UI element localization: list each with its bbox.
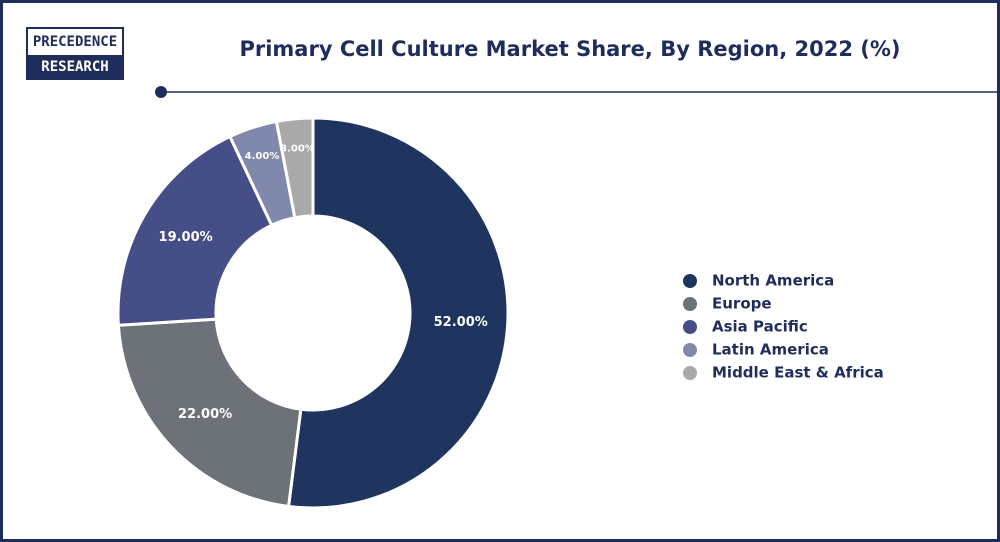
legend-label: Europe — [712, 295, 772, 313]
data-label: 19.00% — [159, 230, 213, 245]
legend-label: North America — [712, 272, 834, 290]
legend-label: Middle East & Africa — [712, 364, 884, 382]
logo-text: RESEARCH — [41, 59, 108, 75]
logo-band — [27, 55, 123, 79]
data-label: 3.00% — [280, 144, 315, 155]
donut-slice — [286, 116, 510, 510]
chart-title: Primary Cell Culture Market Share, By Re… — [239, 37, 900, 61]
legend-swatch — [683, 366, 697, 380]
data-label: 4.00% — [245, 151, 280, 162]
data-label: 52.00% — [434, 315, 488, 330]
legend-swatch — [683, 274, 697, 288]
logo-text: PRECEDENCE — [33, 34, 117, 50]
title-rule-dot — [155, 86, 167, 98]
donut-slice — [116, 134, 274, 327]
legend-label: Asia Pacific — [712, 318, 808, 336]
data-label: 22.00% — [178, 407, 232, 422]
legend-swatch — [683, 320, 697, 334]
donut-slice — [274, 116, 315, 220]
legend-swatch — [683, 343, 697, 357]
legend-label: Latin America — [712, 341, 829, 359]
donut-slice — [116, 317, 303, 509]
legend-swatch — [683, 297, 697, 311]
